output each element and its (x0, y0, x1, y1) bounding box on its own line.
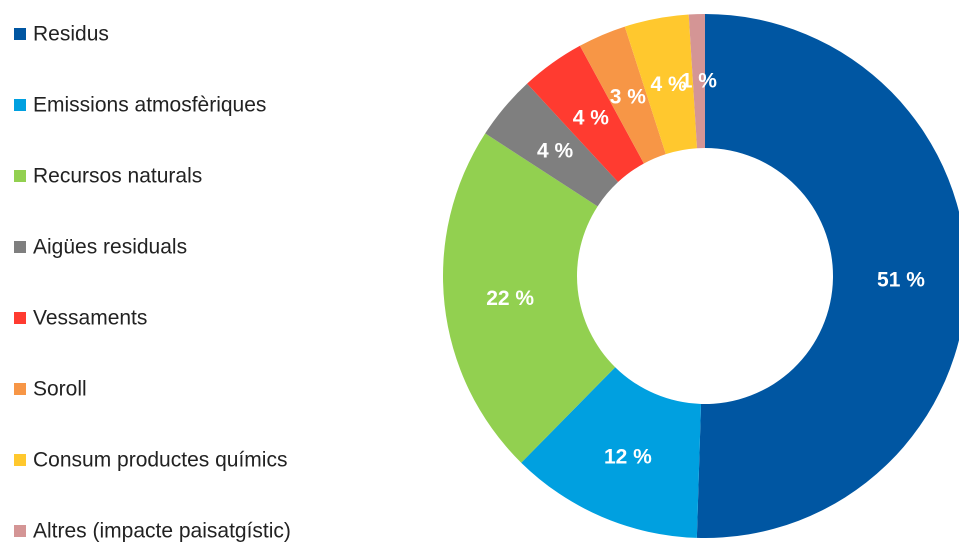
legend-text: Consum productes químics (33, 449, 287, 472)
donut-segment (485, 83, 619, 207)
legend-text: Residus (33, 23, 109, 46)
legend-swatch (14, 312, 26, 324)
legend-swatch (14, 454, 26, 466)
value-label: 22 % (486, 287, 534, 310)
donut-segment (696, 14, 959, 538)
legend-text: Aigües residuals (33, 236, 187, 259)
value-label: 4 % (651, 73, 688, 96)
donut-segment (521, 367, 702, 538)
value-label: 51 % (877, 269, 925, 292)
legend-text: Soroll (33, 378, 87, 401)
legend-swatch (14, 28, 26, 40)
legend-text: Emissions atmosfèriques (33, 94, 266, 117)
legend-text: Vessaments (33, 307, 147, 330)
value-label: 1 % (681, 70, 718, 93)
value-label: 12 % (604, 446, 652, 469)
value-label: 4 % (573, 106, 610, 129)
legend-swatch (14, 525, 26, 537)
value-label: 3 % (610, 85, 647, 108)
legend-text: Recursos naturals (33, 165, 202, 188)
donut-segment (443, 133, 616, 463)
donut-segment (688, 14, 705, 149)
value-label: 4 % (537, 139, 574, 162)
donut-segment (624, 14, 698, 155)
legend-swatch (14, 170, 26, 182)
legend-text: Altres (impacte paisatgístic) (33, 520, 291, 543)
legend-swatch (14, 99, 26, 111)
donut-segment (527, 45, 644, 183)
legend-swatch (14, 383, 26, 395)
donut-segment (579, 26, 666, 164)
legend-swatch (14, 241, 26, 253)
